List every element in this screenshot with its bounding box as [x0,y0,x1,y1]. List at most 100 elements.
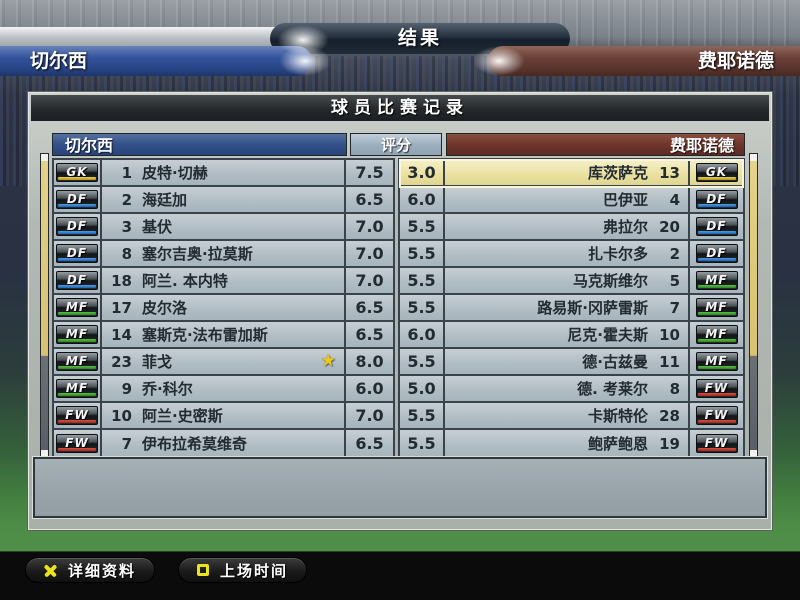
table-row[interactable]: 6.0 尼克·霍夫斯 10 MF [400,322,743,349]
position-badge-df: DF [56,271,98,290]
player-number: 7 [669,298,680,317]
position-badge-fw: FW [695,379,738,398]
player-name: 库茨萨克 [587,164,648,182]
position-cell: GK [690,160,743,185]
position-badge-mf: MF [56,352,98,371]
table-row[interactable]: FW 10 阿兰·史密斯 7.0 [54,403,393,430]
details-button[interactable]: 详细资料 [25,557,156,583]
table-row[interactable]: 5.5 德·古兹曼 11 MF [400,349,743,376]
player-number: 3 [121,217,132,236]
player-rating-cell: 7.0 [346,241,393,266]
position-cell: MF [690,322,743,347]
player-name-cell: 德·古兹曼 11 [445,349,690,374]
player-name-cell: 卡斯特伦 28 [445,403,690,428]
rating-column-header: 评分 [350,133,442,156]
player-number: 7 [121,434,132,453]
player-number: 2 [669,244,680,263]
player-rating-cell: 3.0 [400,160,445,185]
position-cell: MF [690,349,743,374]
player-rating-cell: 7.0 [346,268,393,293]
details-button-label: 详细资料 [68,561,137,580]
player-rating-cell: 7.0 [346,214,393,239]
player-name-cell: 23 菲戈 ★ [102,349,346,374]
player-name-cell: 8 塞尔吉奥·拉莫斯 [102,241,346,266]
player-rating-cell: 6.5 [346,430,393,457]
table-row[interactable]: 3.0 库茨萨克 13 GK [399,159,744,188]
player-rating-cell: 5.5 [400,268,445,293]
table-row[interactable]: FW 7 伊布拉希莫维奇 6.5 [54,430,393,457]
away-table-scrollbar[interactable] [749,153,758,457]
player-name: 伊布拉希莫维奇 [142,435,248,453]
position-badge-fw: FW [56,434,98,453]
playtime-button[interactable]: 上场时间 [178,557,308,583]
table-row[interactable]: 5.5 卡斯特伦 28 FW [400,403,743,430]
player-rating-cell: 5.5 [400,214,445,239]
position-cell: MF [690,268,743,293]
table-row[interactable]: DF 2 海廷加 6.5 [54,187,393,214]
player-name: 乔·科尔 [142,380,193,398]
table-row[interactable]: MF 9 乔·科尔 6.0 [54,376,393,403]
player-number: 23 [111,352,132,371]
player-number: 8 [669,379,680,398]
player-name: 菲戈 [142,353,173,371]
table-row[interactable]: 6.0 巴伊亚 4 DF [400,187,743,214]
position-cell: DF [690,214,743,239]
position-badge-mf: MF [695,352,738,371]
position-badge-mf: MF [56,298,98,317]
player-name: 尼克·霍夫斯 [567,326,648,344]
position-badge-mf: MF [56,325,98,344]
position-badge-fw: FW [56,406,98,425]
player-name-cell: 鲍萨鲍恩 19 [445,430,690,457]
player-name: 扎卡尔多 [587,245,648,263]
player-rating-cell: 6.0 [400,322,445,347]
player-name-cell: 扎卡尔多 2 [445,241,690,266]
player-number: 4 [669,190,680,209]
table-row[interactable]: 5.0 德. 考莱尔 8 FW [400,376,743,403]
table-row[interactable]: DF 18 阿兰. 本内特 7.0 [54,268,393,295]
player-number: 20 [659,217,680,236]
position-cell: DF [54,268,102,293]
player-name: 塞尔吉奥·拉莫斯 [142,245,253,263]
player-name-cell: 马克斯维尔 5 [445,268,690,293]
info-message-box [33,457,767,518]
table-row[interactable]: DF 8 塞尔吉奥·拉莫斯 7.0 [54,241,393,268]
player-name: 德·古兹曼 [582,353,648,371]
position-badge-df: DF [56,244,98,263]
player-name: 路易斯·冈萨雷斯 [537,299,648,317]
player-name: 皮特·切赫 [142,164,208,182]
position-cell: DF [690,187,743,212]
playtime-button-label: 上场时间 [220,561,289,580]
table-row[interactable]: 5.5 马克斯维尔 5 MF [400,268,743,295]
table-row[interactable]: 5.5 路易斯·冈萨雷斯 7 MF [400,295,743,322]
player-match-record-panel: 球员比赛记录 切尔西 评分 费耶诺德 GK 1 皮特·切赫 7.5 DF 2 海廷加 6.5 D… [28,92,772,530]
table-row[interactable]: GK 1 皮特·切赫 7.5 [54,160,393,187]
player-number: 13 [659,163,680,182]
table-row[interactable]: MF 14 塞斯克·法布雷加斯 6.5 [54,322,393,349]
player-rating-cell: 5.5 [400,241,445,266]
player-rating-cell: 5.5 [400,349,445,374]
x-button-icon [44,564,57,577]
player-name: 阿兰. 本内特 [142,272,228,290]
position-badge-gk: GK [56,163,98,182]
player-name-cell: 德. 考莱尔 8 [445,376,690,401]
position-cell: DF [54,187,102,212]
position-cell: FW [690,403,743,428]
away-team-bar: 费耶诺德 [488,46,800,76]
position-badge-fw: FW [695,434,738,453]
table-row[interactable]: 5.5 扎卡尔多 2 DF [400,241,743,268]
table-row[interactable]: 5.5 弗拉尔 20 DF [400,214,743,241]
player-name: 基伏 [142,218,173,236]
position-cell: GK [54,160,102,185]
player-number: 8 [121,244,132,263]
position-badge-fw: FW [695,406,738,425]
table-row[interactable]: MF 17 皮尔洛 6.5 [54,295,393,322]
table-row[interactable]: 5.5 鲍萨鲍恩 19 FW [400,430,743,457]
position-cell: FW [54,430,102,457]
table-row[interactable]: DF 3 基伏 7.0 [54,214,393,241]
home-table-scrollbar[interactable] [40,153,49,457]
table-row[interactable]: MF 23 菲戈 ★ 8.0 [54,349,393,376]
player-name-cell: 18 阿兰. 本内特 [102,268,346,293]
player-name: 弗拉尔 [602,218,648,236]
position-cell: DF [690,241,743,266]
